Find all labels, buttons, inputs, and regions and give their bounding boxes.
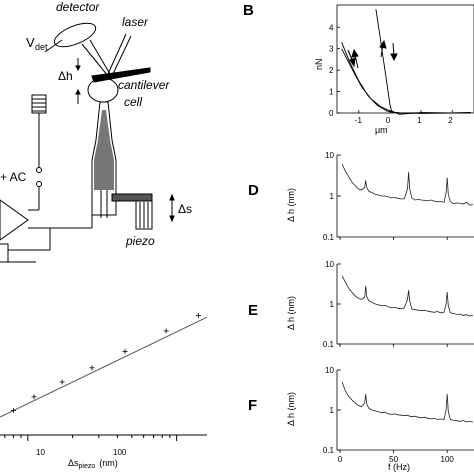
laser-beam	[111, 35, 132, 77]
dh-arrow-up	[75, 88, 81, 95]
spectrum-y-tick-label: 1	[330, 406, 335, 415]
schematic-labels: detector laser V det Δh cantilever cell …	[0, 0, 192, 248]
spectrum-y-tick-label: 0.1	[323, 446, 335, 455]
schematic-panel	[0, 22, 175, 263]
panel-d-y-label: Δ h (nm)	[286, 188, 296, 222]
panel-b-x-tick-label: 2	[448, 116, 453, 125]
panel-b-y-tick-label: 1	[329, 88, 334, 97]
resistor	[0, 243, 9, 263]
panel-f-x-label: f (Hz)	[388, 462, 410, 472]
approach-arrow-head	[351, 48, 359, 58]
spectrum-y-tick-label: 1	[330, 300, 335, 309]
retract-arrow-head	[390, 53, 398, 62]
calibration-x-label-sub: piezo	[79, 463, 96, 470]
detector-wire	[44, 39, 63, 53]
panel-b-curve	[341, 48, 471, 114]
panel-letter-f: F	[248, 397, 257, 414]
panel-b-x-tick-label: -1	[355, 116, 363, 125]
ds-label: Δs	[178, 202, 192, 216]
panel-f-y-label: Δ h (nm)	[286, 392, 296, 426]
pipette-fill	[94, 110, 114, 190]
panel-e: E Δ h (nm) 10 1 0.1	[248, 260, 474, 349]
panel-b-y-tick-label: 4	[329, 23, 334, 32]
panel-b-y-tick-label: 2	[329, 66, 334, 75]
spectrum-y-tick-label: 10	[325, 260, 334, 269]
calibration-tick-label: 10	[36, 448, 45, 457]
cantilever-label: cantilever	[118, 78, 170, 92]
ac-terminal	[36, 181, 42, 187]
panel-b-y-label: nN	[314, 58, 324, 70]
panel-f-axes: 10 1 0.10 50 100	[323, 366, 474, 464]
panel-e-y-label: Δ h (nm)	[286, 296, 296, 330]
panel-d-spectrum	[341, 163, 473, 206]
calibration-tick-label: 100	[113, 448, 127, 457]
dh-arrow-down	[75, 65, 81, 72]
panel-e-axes: 10 1 0.1	[323, 260, 474, 349]
panel-b-axes: 0 1 2 3 4 -1 0 1 2	[329, 23, 453, 125]
panel-b-x-tick-label: 1	[417, 116, 422, 125]
ds-arrow-head	[169, 215, 175, 223]
laser-beam	[107, 33, 127, 75]
amplifier	[0, 199, 29, 241]
panel-b-curves	[341, 9, 471, 115]
vdet-label: V	[26, 35, 35, 50]
ac-terminal	[36, 167, 42, 173]
detector-lens	[53, 22, 97, 48]
panel-d-axes: 10 1 0.1	[323, 151, 474, 242]
panel-b-curve	[375, 9, 471, 115]
calibration-x-label-unit: (nm)	[99, 458, 118, 468]
laser-label: laser	[122, 15, 149, 29]
detector-beam	[81, 43, 109, 77]
spectrum-y-tick-label: 10	[325, 366, 334, 375]
ds-arrow-head	[169, 193, 175, 201]
approach-arrow	[354, 54, 359, 69]
dh-label: Δh	[58, 69, 73, 83]
spectrum-x-tick-label: 50	[389, 455, 398, 464]
piezo-label: piezo	[125, 234, 155, 248]
calibration-plot: 10 100 Δspiezo (nm)	[0, 313, 208, 470]
calibration-x-label-symbol: Δs	[68, 458, 79, 468]
vdet-subscript: det	[35, 42, 48, 52]
panel-f-spectrum	[341, 381, 473, 423]
panel-b-x-tick-label: 0	[386, 116, 391, 125]
retract-arrow-head	[349, 57, 356, 68]
panel-f: F Δ h (nm) f (Hz) 10 1 0.10 50 100	[248, 366, 474, 472]
calibration-x-label: Δspiezo (nm)	[68, 458, 118, 470]
cell-label: cell	[124, 95, 142, 109]
panel-b-arrows	[347, 39, 398, 69]
cell	[87, 77, 119, 103]
piezo-arm	[111, 193, 153, 202]
spectrum-x-tick-label: 100	[441, 455, 455, 464]
panel-b-curve	[341, 42, 471, 114]
spectrum-line	[341, 381, 473, 423]
approach-arrow-head	[379, 39, 387, 49]
spectrum-line	[341, 275, 473, 317]
panel-letter-d: D	[248, 182, 259, 199]
detector-beam	[89, 39, 111, 75]
panel-b-x-label: μm	[375, 125, 388, 135]
spectrum-y-tick-label: 10	[325, 151, 334, 160]
panel-b-y-tick-label: 0	[329, 109, 334, 118]
spectrum-y-tick-label: 0.1	[323, 233, 335, 242]
ac-label: + AC	[0, 170, 27, 184]
calibration-fit-line	[0, 316, 208, 418]
calibration-series	[0, 313, 208, 418]
panel-b-frame	[336, 4, 474, 114]
panel-b: B nN μm 0 1 2 3 4 -1 0 1 2	[243, 2, 474, 135]
calibration-x-ticks	[4, 435, 178, 441]
spectrum-line	[341, 163, 473, 206]
spectrum-y-tick-label: 0.1	[323, 340, 335, 349]
panel-letter-e: E	[248, 302, 258, 319]
coil	[31, 94, 47, 114]
detector-label: detector	[56, 0, 100, 14]
panel-d: D Δ h (nm) 10 1 0.1	[248, 151, 474, 242]
panel-e-spectrum	[341, 275, 473, 317]
panel-letter-b: B	[243, 2, 254, 19]
spectrum-x-tick-label: 0	[338, 455, 343, 464]
spectrum-y-tick-label: 1	[330, 192, 335, 201]
panel-b-y-tick-label: 3	[329, 45, 334, 54]
